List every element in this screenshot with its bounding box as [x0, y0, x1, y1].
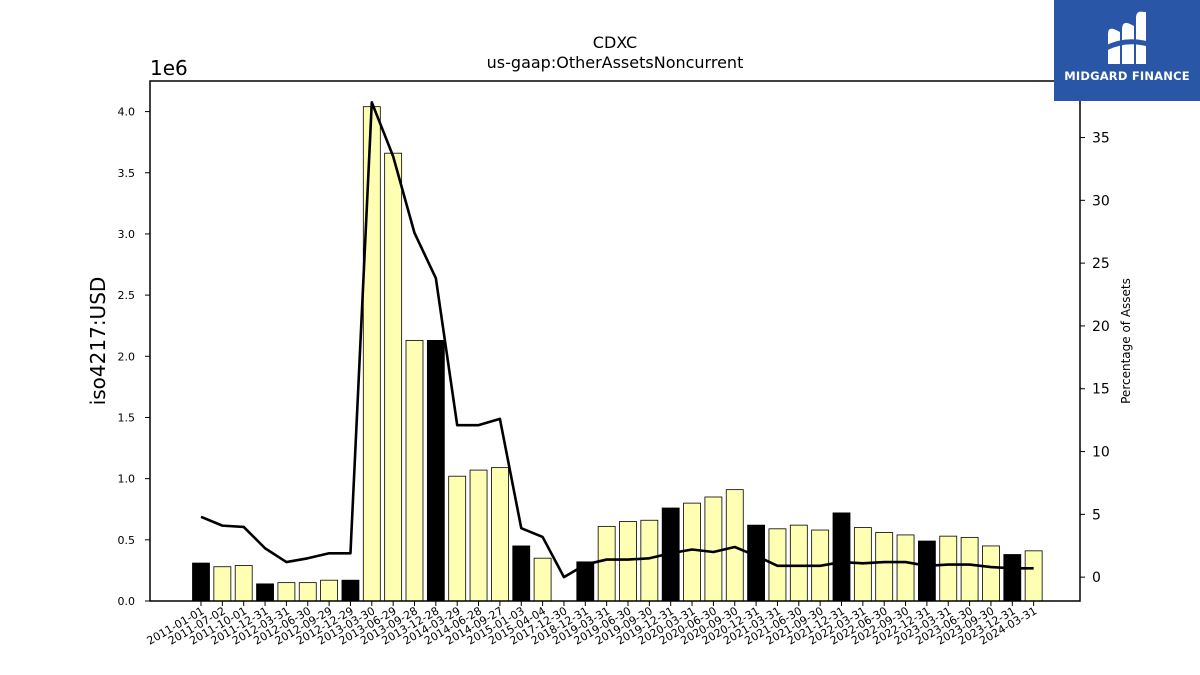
y2-tick-label: 30 [1092, 193, 1110, 209]
bar [640, 519, 659, 602]
y-tick-label: 1.0 [118, 473, 136, 486]
bar [320, 579, 339, 602]
bar [405, 339, 424, 602]
y2-tick-label: 35 [1092, 131, 1110, 147]
bar [256, 583, 274, 602]
bar [384, 152, 403, 602]
bar [982, 545, 1000, 602]
y-tick-label: 1.5 [118, 411, 136, 424]
bar [533, 557, 552, 602]
bar [277, 582, 296, 602]
bar [448, 475, 467, 602]
bar [192, 562, 210, 602]
bar [789, 524, 808, 602]
bar [1003, 554, 1022, 602]
y2-tick-label: 5 [1092, 507, 1101, 523]
bar [1024, 550, 1043, 602]
midgard-logo-icon [1104, 11, 1149, 65]
y2-axis-label: Percentage of Assets [1119, 278, 1133, 404]
plot-frame [149, 80, 1081, 602]
bar [704, 496, 723, 602]
bar [918, 540, 936, 602]
y-tick-label: 3.0 [118, 228, 136, 241]
y2-tick-label: 20 [1092, 319, 1110, 335]
bar [341, 579, 360, 602]
percentage-line [200, 101, 1034, 579]
bar [939, 535, 958, 602]
bar [490, 467, 509, 602]
bar [875, 532, 894, 602]
bar [747, 524, 765, 602]
y-scale-label: 1e6 [150, 56, 188, 80]
y-tick-label: 4.0 [118, 106, 136, 119]
y2-tick-label: 10 [1092, 445, 1110, 461]
bar [619, 521, 637, 602]
y-tick-label: 2.0 [118, 350, 136, 363]
midgard-logo: MIDGARD FINANCE [1054, 0, 1200, 101]
bar [683, 502, 701, 602]
y-tick-label: 0.0 [118, 595, 136, 608]
chart-subtitle: us-gaap:OtherAssetsNoncurrent [487, 53, 744, 72]
y-tick-label: 3.5 [118, 167, 136, 180]
bar [832, 512, 851, 602]
plot-area: 0.0 0.5 1.0 1.5 2.0 2.5 3.0 3.5 4.0 0 5 10 15 20 25 30 3… [118, 101, 1110, 648]
bar [213, 566, 232, 602]
bar [960, 536, 979, 602]
bar [896, 534, 915, 602]
y-axis-label: iso4217:USD [86, 277, 110, 406]
y2-tick-label: 0 [1092, 570, 1101, 586]
y2-tick-label: 25 [1092, 256, 1110, 272]
bar [234, 565, 253, 602]
y-tick-label: 2.5 [118, 289, 136, 302]
bar [426, 339, 445, 602]
y-tick-label: 0.5 [118, 534, 136, 547]
chart-title: CDXC [593, 33, 637, 52]
y2-tick-label: 15 [1092, 382, 1110, 398]
bar [362, 106, 381, 602]
bar [512, 545, 531, 602]
bar [725, 489, 744, 602]
bar [298, 582, 317, 602]
bar [469, 469, 488, 602]
brand-name: MIDGARD FINANCE [1064, 69, 1190, 83]
bar [597, 525, 616, 602]
